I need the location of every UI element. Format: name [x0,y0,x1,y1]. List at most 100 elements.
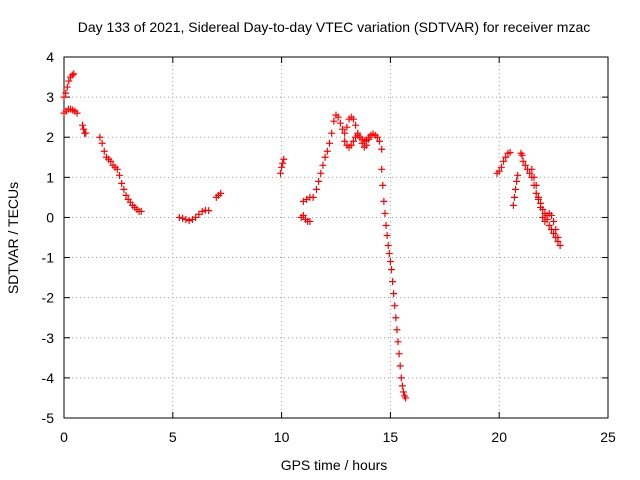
y-tick-label: 2 [46,129,54,145]
data-point [362,141,370,149]
data-point [392,314,400,322]
x-tick-label: 20 [491,429,507,445]
y-axis-label: SDTVAR / TECUs [5,182,21,294]
data-point [352,121,360,129]
data-point [379,181,387,189]
data-point [541,217,549,225]
data-point [328,129,336,137]
chart-title: Day 133 of 2021, Sidereal Day-to-day VTE… [78,19,591,35]
data-point [312,185,320,193]
data-point [506,148,514,156]
data-point [321,153,329,161]
data-point [495,167,503,175]
y-tick-label: 4 [46,49,54,65]
data-point [317,169,325,177]
grid-layer [64,57,608,418]
data-point [82,129,90,137]
data-point [65,77,73,85]
data-point [534,193,542,201]
data-point [381,209,389,217]
data-point [115,171,123,179]
data-point [512,185,520,193]
data-point [358,139,366,147]
data-point [122,191,130,199]
y-tick-label: -4 [42,370,55,386]
data-point [280,155,288,163]
data-point [393,326,401,334]
data-point [341,129,349,137]
data-point [182,215,190,223]
data-point [385,250,393,258]
x-tick-label: 25 [600,429,616,445]
data-point [513,177,521,185]
data-point [552,225,560,233]
y-tick-label: 3 [46,89,54,105]
data-point [192,213,200,221]
data-point [78,121,86,129]
data-point [528,165,536,173]
data-point [306,217,314,225]
data-point [118,179,126,187]
data-point [107,157,115,165]
data-point [550,217,558,225]
data-point [113,165,121,173]
data-point [279,159,287,167]
data-point [68,71,76,79]
data-point [547,211,555,219]
data-point [62,89,70,97]
data-point [278,163,286,171]
data-point [510,193,518,201]
data-point [378,165,386,173]
data-point [330,117,338,125]
data-point [509,201,517,209]
data-point [387,266,395,274]
data-point [63,83,71,91]
data-point [537,203,545,211]
y-tick-label: -3 [42,330,55,346]
data-point [323,147,331,155]
data-point [389,278,397,286]
data-point [556,242,564,250]
y-tick-label: -5 [42,410,55,426]
data-point [521,161,529,169]
data-point [98,139,106,147]
data-point [347,141,355,149]
data-point [378,145,386,153]
data-point [539,213,547,221]
data-point [399,388,407,396]
x-tick-label: 10 [274,429,290,445]
data-point [185,217,193,225]
data-point [550,229,558,237]
data-point [70,70,78,78]
data-point [96,133,104,141]
data-point [383,231,391,239]
x-tick-label: 15 [383,429,399,445]
data-point [397,374,405,382]
data-point [391,302,399,310]
data-point [519,157,527,165]
data-point [299,211,307,219]
data-point [60,93,68,101]
plot-frame [63,56,609,419]
data-point [497,163,505,171]
data-point [325,139,333,147]
data-point [514,171,522,179]
data-point [380,197,388,205]
data-point [390,290,398,298]
data-point [530,173,538,181]
data-point [277,169,285,177]
data-point [100,147,108,155]
data-point [382,221,390,229]
data-point [315,177,323,185]
data-point [500,157,508,165]
data-point [526,169,534,177]
data-point [394,338,402,346]
data-point [532,181,540,189]
y-tick-label: -2 [42,290,55,306]
data-point [80,125,88,133]
data-point [343,123,351,131]
data-point [198,207,206,215]
y-tick-label: 0 [46,209,54,225]
tick-layer: 0 5 10 15 20 25 -5 -4 -3 -2 -1 0 1 2 3 4 [42,49,616,445]
